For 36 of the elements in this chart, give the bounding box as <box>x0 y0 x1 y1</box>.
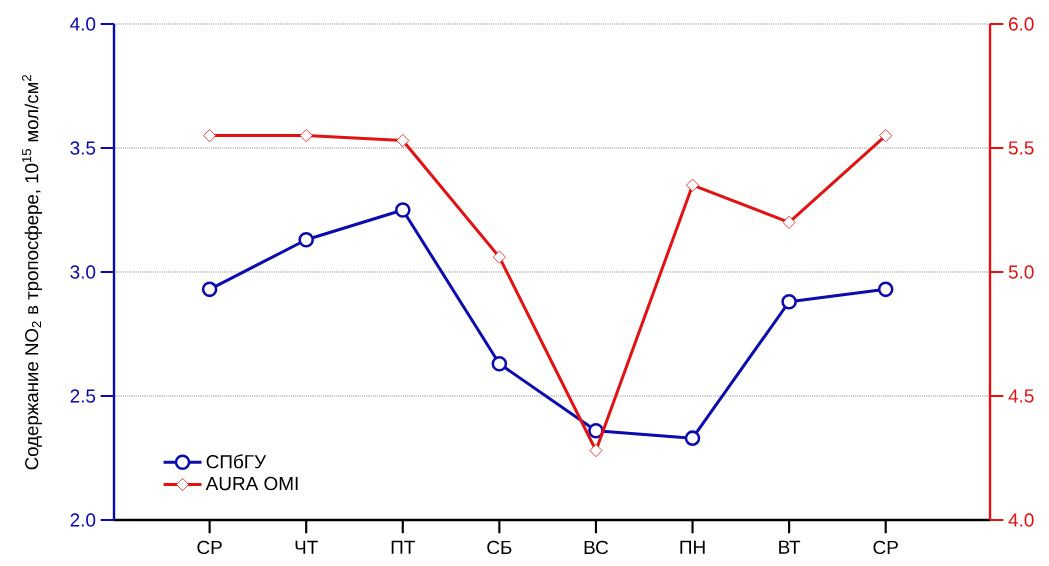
y2-tick-label: 5.5 <box>1008 141 1034 155</box>
x-tick-label: СР <box>197 540 222 555</box>
x-tick-label: ВС <box>584 540 609 555</box>
point <box>396 134 410 148</box>
point <box>299 129 313 143</box>
point <box>879 129 893 143</box>
y2-tick-label: 4.0 <box>1008 513 1034 527</box>
x-tick-label: ВТ <box>779 540 801 554</box>
point <box>394 202 411 218</box>
y-tick-label: 2.5 <box>70 389 96 403</box>
x-tick-label: ПН <box>680 540 705 554</box>
y-tick-label: 3.5 <box>70 141 96 155</box>
legend-label: AURA OMI <box>205 476 298 491</box>
point <box>684 430 701 446</box>
point <box>492 250 506 264</box>
x-tick-label: ЧТ <box>295 540 318 554</box>
point <box>298 231 315 248</box>
y2-tick-label: 6.0 <box>1009 17 1034 31</box>
y2-tick-label: 5.0 <box>1008 265 1034 279</box>
point <box>782 215 796 229</box>
y-tick-label: 3.0 <box>70 265 96 279</box>
y-tick-label: 2.0 <box>70 513 96 527</box>
y2-tick-label: 4.5 <box>1008 389 1034 403</box>
y-axis-title: Содержание NO$_{2}$ в тропосфере, 10$^{15}$ мол/см$^{2}$ <box>22 75 42 470</box>
x-tick-label: СБ <box>487 540 512 555</box>
point <box>201 281 218 298</box>
point <box>491 355 508 372</box>
point <box>877 281 894 298</box>
x-tick-label: СР <box>873 540 898 555</box>
y-tick-label: 4.0 <box>70 17 96 31</box>
point <box>589 444 603 458</box>
legend-label: СПбГУ <box>206 454 267 469</box>
point <box>781 293 797 310</box>
point <box>686 178 700 192</box>
x-tick-label: ПТ <box>391 540 415 554</box>
point <box>203 129 217 143</box>
